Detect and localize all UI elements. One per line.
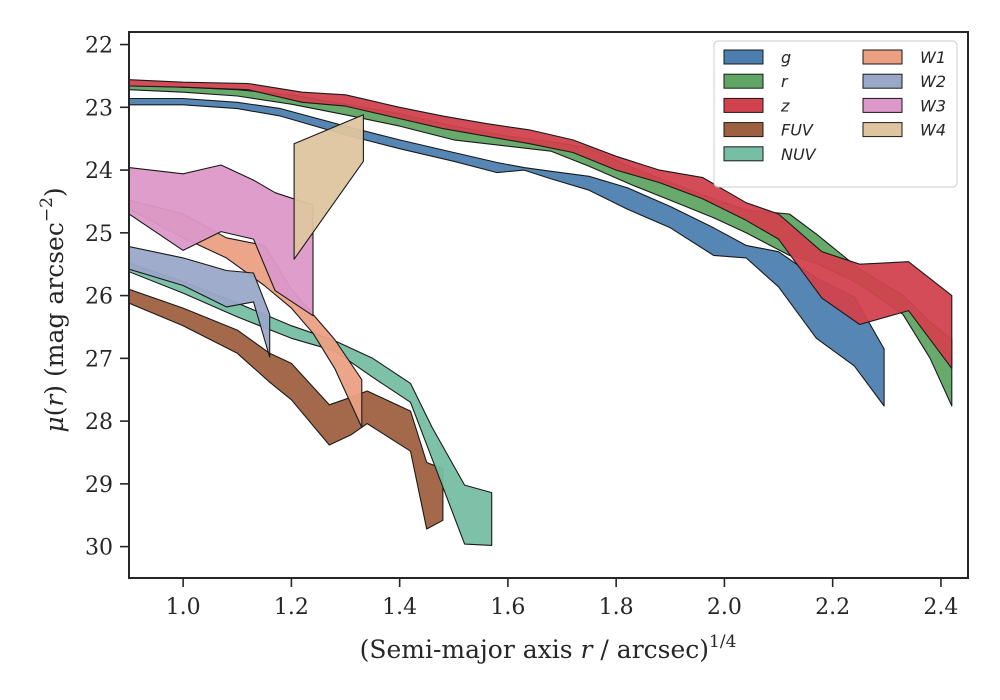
legend-item-z: z [723,96,790,115]
legend: grz FUV NUV W1 W2 W3 W4 [713,40,958,188]
y-tick-label: 26 [85,285,113,310]
y-tick-label: 29 [85,473,113,498]
legend-swatch [862,97,903,113]
x-tick-label: 2.2 [815,595,850,620]
legend-label: z [780,96,790,115]
legend-label: W2 [920,72,946,91]
legend-item-w2: W2 [862,72,946,91]
legend-item-w4: W4 [862,121,946,140]
x-axis-ticks: 1.0 1.2 1.4 1.6 1.8 2.0 2.2 2.4 [166,578,958,620]
legend-swatch [723,146,764,162]
legend-label: FUV [781,121,814,140]
band-w4 [293,114,364,260]
y-axis-ticks: 22 23 24 25 26 27 28 29 30 [85,34,129,561]
x-tick-label: 1.6 [490,595,525,620]
legend-swatch [862,73,903,89]
legend-label: r [781,72,789,91]
legend-swatch [862,49,903,65]
x-tick-label: 1.0 [166,595,201,620]
x-tick-label: 1.2 [274,595,309,620]
legend-label: g [781,48,791,67]
legend-item-nuv: NUV [723,145,817,164]
x-tick-label: 1.4 [382,595,417,620]
band-g [129,97,885,407]
band-w3 [129,164,314,317]
legend-label: W3 [920,96,946,115]
y-tick-label: 22 [85,34,113,59]
legend-label: NUV [781,145,817,164]
y-tick-label: 25 [85,222,113,247]
legend-item-g: g [723,48,791,67]
x-tick-label: 1.8 [599,595,634,620]
band-z [129,79,953,369]
legend-item-fuv: FUV [723,121,814,140]
x-tick-label: 2.4 [923,595,958,620]
legend-swatch [723,49,764,65]
y-tick-label: 24 [85,159,113,184]
legend-item-r: r [723,72,789,91]
series-bands [129,79,953,546]
y-axis-label: μ(r) (mag arcsec−2) [37,187,69,432]
band-nuv [129,262,493,546]
band-w1 [129,199,363,428]
band-fuv [129,288,444,530]
y-tick-label: 27 [85,347,113,372]
x-axis-label: (Semi-major axis r / arcsec)1/4 [360,632,737,664]
y-tick-label: 23 [85,96,113,121]
band-w2 [129,246,271,358]
legend-swatch [862,122,903,138]
x-tick-label: 2.0 [707,595,742,620]
legend-label: W1 [920,48,946,67]
y-tick-label: 30 [85,536,113,561]
legend-item-w1: W1 [862,48,946,67]
y-tick-label: 28 [85,410,113,435]
legend-swatch [723,97,764,113]
legend-swatch [723,73,764,89]
plot-frame [128,31,969,579]
legend-swatch [723,122,764,138]
legend-item-w3: W3 [862,96,946,115]
legend-label: W4 [920,121,946,140]
